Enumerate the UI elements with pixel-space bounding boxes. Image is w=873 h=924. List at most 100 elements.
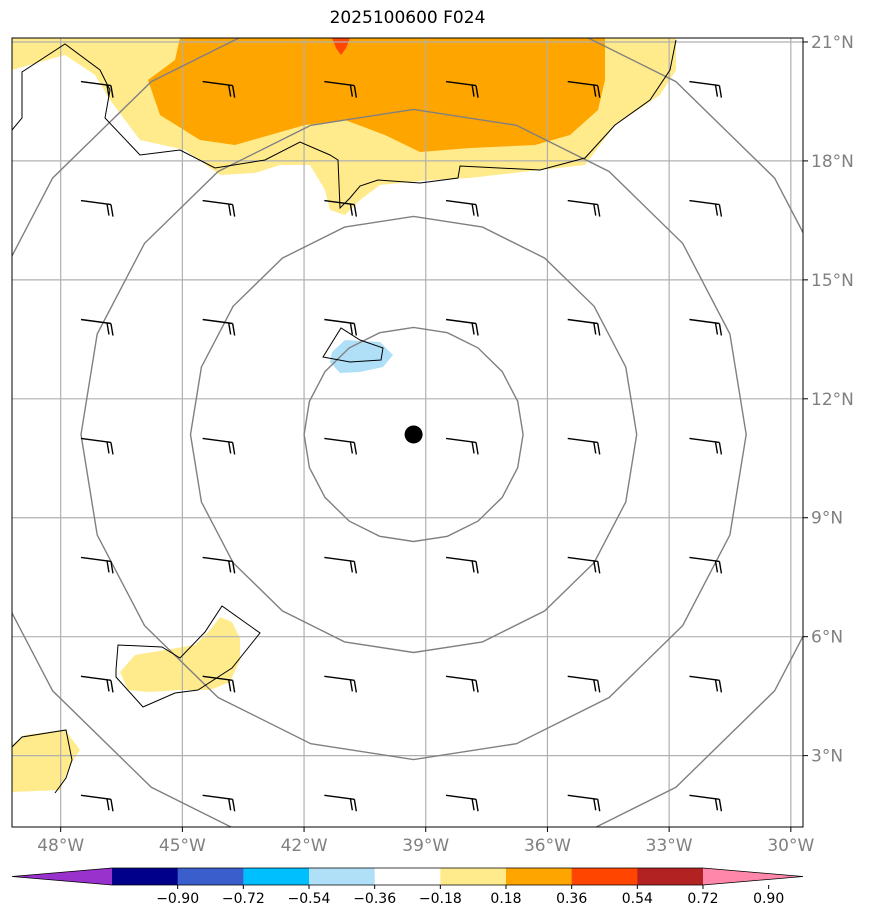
longitude-label: 45°W xyxy=(159,836,206,856)
colorbar-segment xyxy=(506,868,573,885)
wind-barb xyxy=(445,556,479,574)
wind-barb xyxy=(324,80,358,98)
colorbar-label: 0.72 xyxy=(687,891,718,907)
wind-barb xyxy=(445,80,479,98)
wind-barb xyxy=(80,794,114,812)
wind-barb xyxy=(689,318,723,336)
longitude-label: 30°W xyxy=(767,836,814,856)
colorbar-label: −0.18 xyxy=(419,891,462,907)
wind-barb xyxy=(202,80,236,98)
coastline-north xyxy=(12,39,677,210)
colorbar-segment xyxy=(177,868,244,885)
wind-barb xyxy=(202,556,236,574)
wind-barb xyxy=(445,437,479,455)
wind-barb xyxy=(567,437,601,455)
coastlines xyxy=(12,39,677,794)
longitude-labels: 48°W 45°W 42°W 39°W 36°W 33°W 30°W xyxy=(37,836,814,856)
wind-barb xyxy=(445,794,479,812)
colorbar-segment xyxy=(637,868,704,885)
wind-barb xyxy=(689,675,723,693)
wind-barb xyxy=(202,199,236,217)
storm-center-marker xyxy=(404,425,423,444)
positive-shading-far-sw xyxy=(12,730,80,792)
wind-barb xyxy=(567,199,601,217)
latitude-label: 9°N xyxy=(811,509,843,529)
wind-barb xyxy=(202,437,236,455)
colorbar-label: 0.36 xyxy=(556,891,587,907)
wind-barb xyxy=(445,199,479,217)
coastline-far-sw xyxy=(12,729,73,794)
latitude-label: 12°N xyxy=(811,390,854,410)
wind-barb xyxy=(689,199,723,217)
wind-barb xyxy=(80,437,114,455)
colorbar-label: 0.54 xyxy=(622,891,653,907)
colorbar-outline xyxy=(11,867,804,886)
axis-ticks xyxy=(60,41,808,832)
wind-barb xyxy=(567,794,601,812)
latitude-label: 3°N xyxy=(811,747,843,767)
colorbar-segment xyxy=(112,868,179,885)
colorbar-segment xyxy=(571,868,638,885)
wind-barb xyxy=(689,437,723,455)
wind-barb xyxy=(567,556,601,574)
longitude-label: 48°W xyxy=(37,836,84,856)
longitude-label: 36°W xyxy=(524,836,571,856)
wind-barb xyxy=(324,794,358,812)
wind-barb xyxy=(80,199,114,217)
map-title: 2025100600 F024 xyxy=(329,8,486,28)
latitude-label: 18°N xyxy=(811,152,854,172)
wind-barb xyxy=(80,318,114,336)
colorbar-label: 0.18 xyxy=(490,891,521,907)
wind-barb xyxy=(80,675,114,693)
island-coastline xyxy=(322,327,384,363)
range-rings xyxy=(12,38,803,827)
longitude-label: 42°W xyxy=(281,836,328,856)
wind-barbs xyxy=(80,80,723,812)
latitude-label: 15°N xyxy=(811,271,854,291)
colorbar-segment xyxy=(440,868,507,885)
range-ring xyxy=(303,326,524,543)
wind-barb xyxy=(80,80,114,98)
wind-barb xyxy=(689,80,723,98)
colorbar-segment xyxy=(374,868,441,885)
colorbar-label: −0.90 xyxy=(156,891,199,907)
wind-barb xyxy=(80,556,114,574)
wind-barb xyxy=(324,675,358,693)
colorbar-label: −0.72 xyxy=(222,891,265,907)
negative-shading-patch xyxy=(330,340,393,373)
shaded-field xyxy=(12,38,676,792)
wind-barb xyxy=(324,199,358,217)
wind-barb xyxy=(445,675,479,693)
longitude-label: 33°W xyxy=(646,836,693,856)
map-area xyxy=(12,38,803,827)
range-ring xyxy=(12,38,803,827)
latitude-labels: 3°N 6°N 9°N 12°N 15°N 18°N 21°N xyxy=(811,33,854,767)
colorbar-label: −0.36 xyxy=(353,891,396,907)
colorbar-extension-low xyxy=(12,868,112,885)
wind-barb xyxy=(689,794,723,812)
colorbar-extension-high xyxy=(703,868,803,885)
range-ring xyxy=(189,215,638,654)
wind-barb xyxy=(202,318,236,336)
wind-barb xyxy=(689,556,723,574)
wind-barb xyxy=(202,675,236,693)
positive-shading-core xyxy=(148,38,605,152)
range-ring xyxy=(80,108,747,761)
wind-barb xyxy=(324,318,358,336)
wind-barb xyxy=(202,794,236,812)
colorbar-segment xyxy=(309,868,376,885)
wind-barb xyxy=(324,556,358,574)
wind-barb xyxy=(324,437,358,455)
colorbar-label: 0.90 xyxy=(753,891,784,907)
latitude-label: 21°N xyxy=(811,33,854,53)
colorbar: −0.90 −0.72 −0.54 −0.36 −0.18 0.18 0.36 0.54 0.7… xyxy=(11,867,804,907)
wind-barb xyxy=(445,318,479,336)
map-frame xyxy=(11,37,804,828)
latitude-label: 6°N xyxy=(811,628,843,648)
wind-barb xyxy=(567,80,601,98)
longitude-label: 39°W xyxy=(402,836,449,856)
wind-barb xyxy=(567,675,601,693)
coastline-sw xyxy=(115,605,261,708)
colorbar-segment xyxy=(243,868,310,885)
